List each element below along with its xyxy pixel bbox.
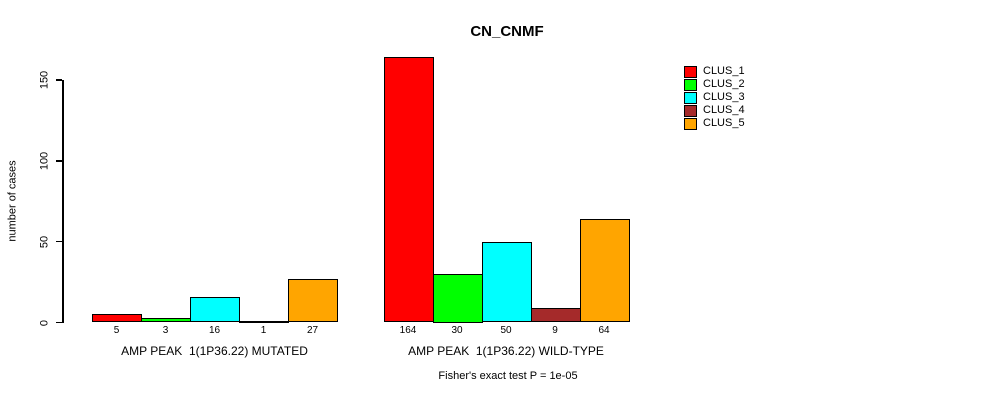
legend-item-clus_2: CLUS_2 (684, 78, 745, 91)
bar-value-label: 30 (451, 325, 463, 336)
bar-clus_5-group2 (579, 219, 630, 323)
y-tick-mark (56, 321, 62, 324)
legend-swatch-clus_3 (684, 91, 697, 104)
bar-value-label: 64 (598, 325, 610, 336)
legend-label: CLUS_4 (703, 104, 745, 116)
y-tick-label: 50 (38, 235, 51, 248)
y-tick-label: 150 (38, 70, 51, 90)
legend-item-clus_4: CLUS_4 (684, 104, 745, 117)
bar-value-label: 164 (399, 325, 417, 336)
legend-item-clus_1: CLUS_1 (684, 65, 745, 78)
legend-item-clus_5: CLUS_5 (684, 117, 745, 130)
y-axis-title: number of cases (6, 160, 19, 242)
bar-value-label: 1 (260, 325, 267, 336)
footnote-text: Fisher's exact test P = 1e-05 (438, 370, 578, 382)
legend-swatch-clus_1 (684, 65, 697, 78)
legend-swatch-clus_2 (684, 78, 697, 91)
legend-item-clus_3: CLUS_3 (684, 91, 745, 104)
legend-label: CLUS_1 (703, 65, 745, 77)
bar-clus_4-group2 (530, 307, 581, 323)
group-label-1: AMP PEAK 1(1P36.22) MUTATED (121, 344, 308, 358)
bar-clus_1-group2 (383, 57, 434, 323)
legend-label: CLUS_2 (703, 78, 745, 90)
y-tick-label: 0 (38, 319, 51, 326)
bar-clus_4-group1 (239, 320, 289, 323)
bar-clus_3-group1 (190, 296, 240, 323)
y-axis-line (62, 80, 64, 323)
bar-clus_3-group2 (481, 241, 532, 323)
legend-swatch-clus_5 (684, 117, 697, 130)
y-tick-mark (56, 240, 62, 243)
bar-clus_2-group2 (432, 274, 483, 323)
bar-clus_5-group1 (288, 278, 338, 323)
y-tick-label: 100 (38, 151, 51, 171)
bar-clus_1-group1 (92, 314, 142, 323)
legend-swatch-clus_4 (684, 104, 697, 117)
bar-value-label: 16 (208, 325, 221, 336)
y-tick-mark (56, 79, 62, 81)
chart-title: CN_CNMF (470, 23, 544, 40)
legend: CLUS_1 CLUS_2 CLUS_3 CLUS_4 CLUS_5 (684, 65, 745, 130)
bar-clus_2-group1 (141, 317, 191, 323)
group-label-2: AMP PEAK 1(1P36.22) WILD-TYPE (408, 344, 604, 358)
bar-value-label: 3 (162, 325, 169, 336)
bar-value-label: 50 (500, 325, 512, 336)
y-tick-mark (56, 160, 62, 162)
bar-value-label: 9 (552, 325, 558, 336)
legend-label: CLUS_3 (703, 91, 745, 103)
bar-value-label: 27 (306, 325, 319, 336)
legend-label: CLUS_5 (703, 117, 745, 129)
bar-value-label: 5 (113, 325, 120, 336)
